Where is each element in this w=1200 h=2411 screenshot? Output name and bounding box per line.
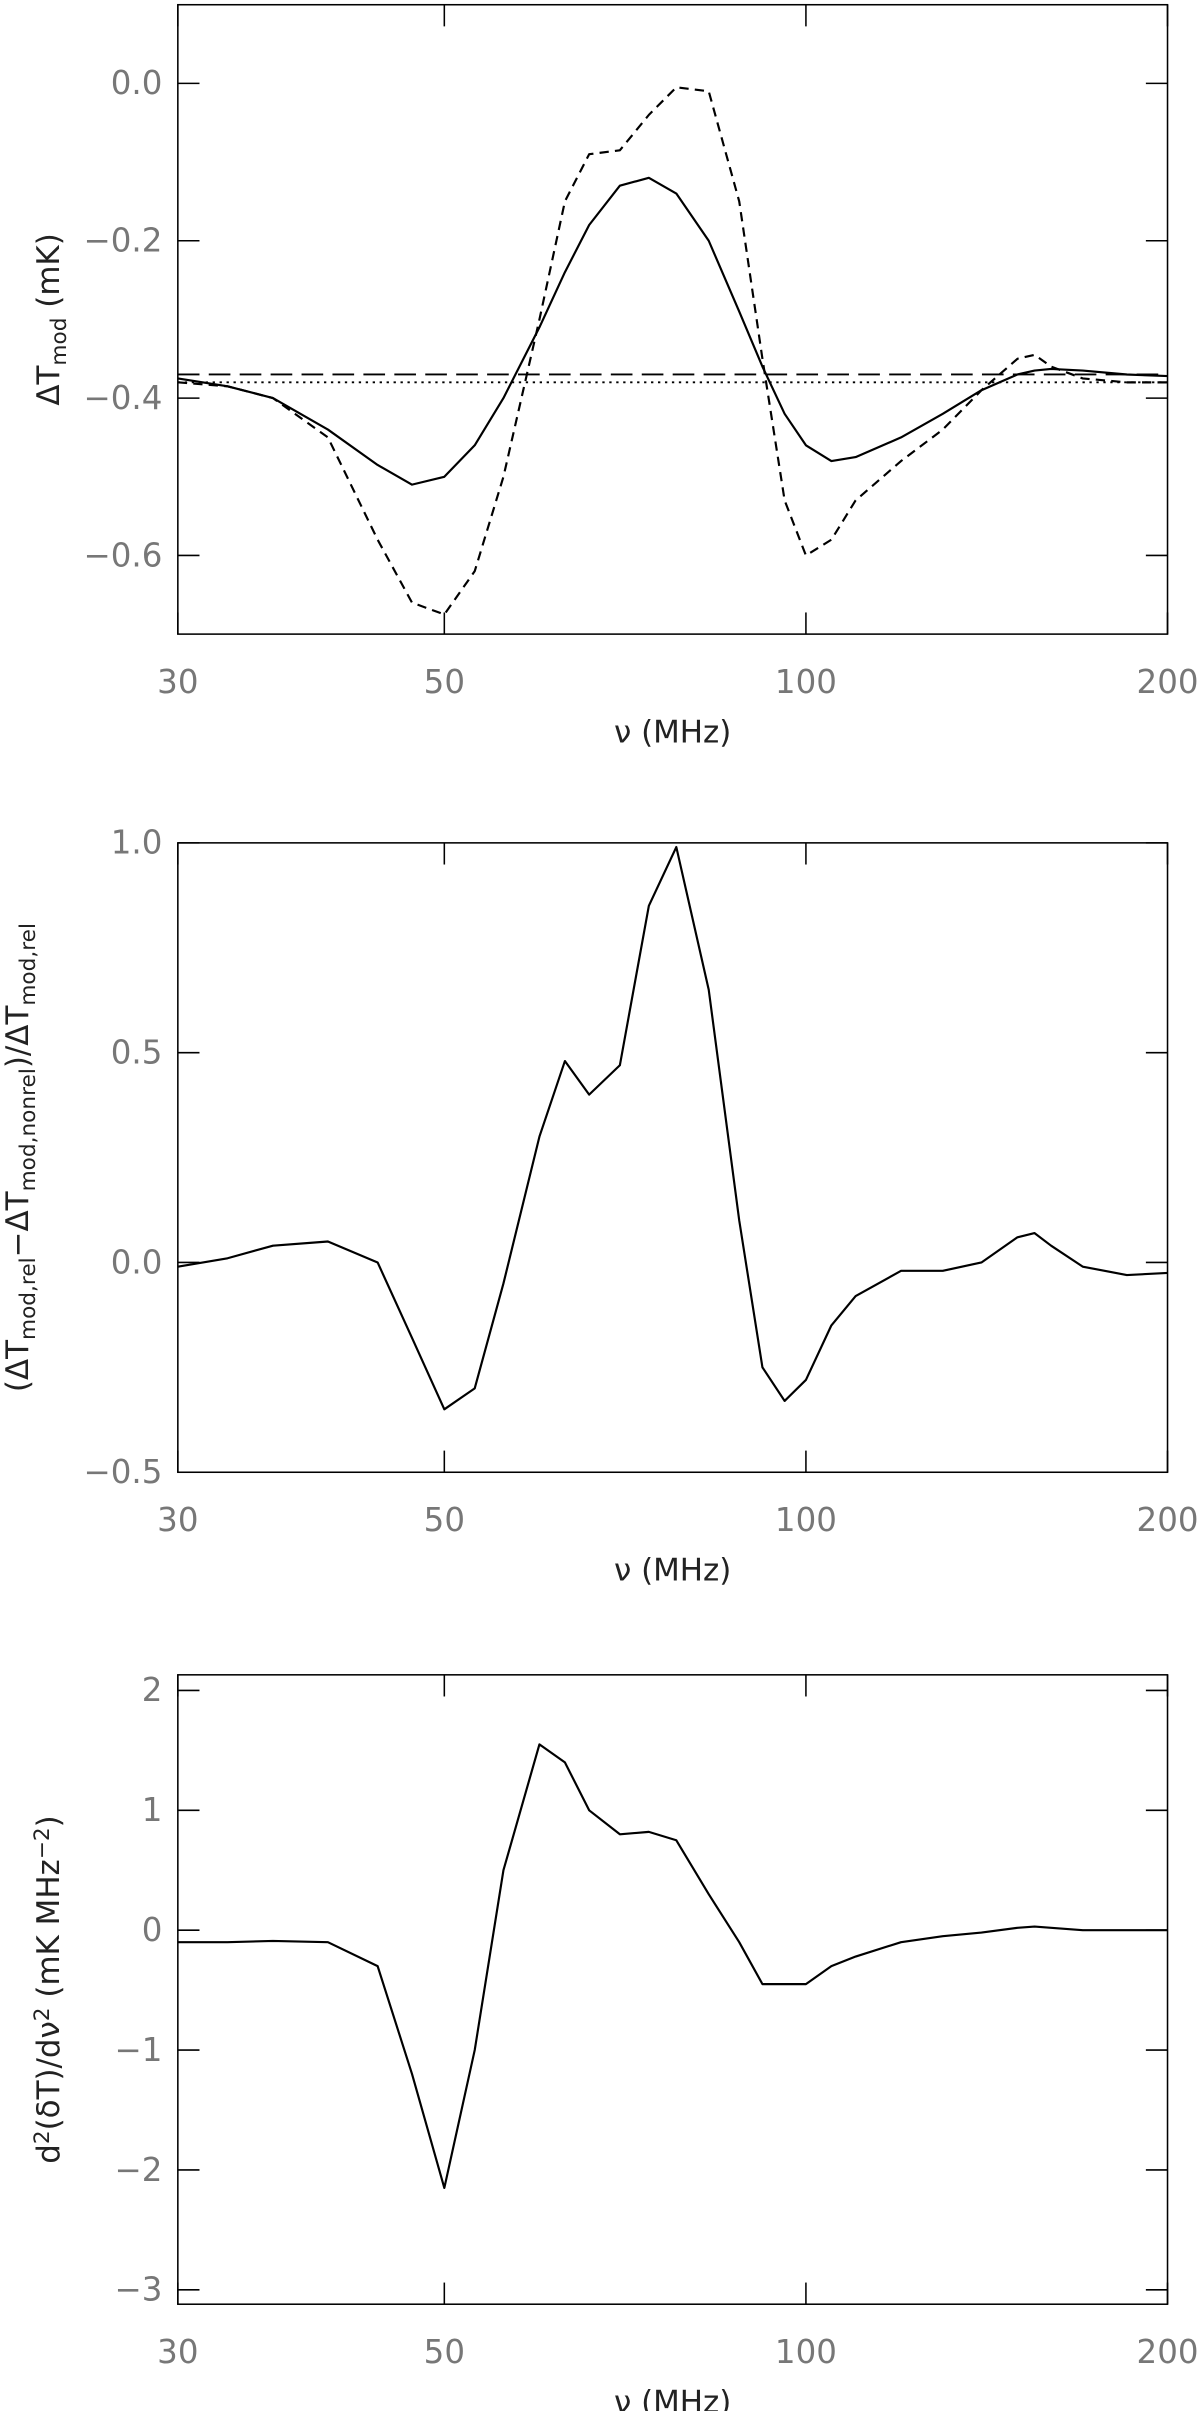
data-line (177, 1743, 1168, 2190)
y-tick-label: 1 (142, 1791, 163, 1829)
y-tick-label: 1.0 (111, 824, 163, 862)
y-label-part: ΔT (31, 365, 67, 405)
y-label-part: 2 (30, 2130, 55, 2144)
x-tick-label: 100 (775, 663, 837, 701)
y-axis-label: d2(δT)/dν2 (mK MHz−2) (30, 1815, 67, 2164)
y-label-part: d (31, 2144, 67, 2164)
y-tick-label: −2 (114, 2151, 162, 2189)
x-axis-label: ν (MHz) (614, 1553, 731, 1589)
x-tick-label: 30 (157, 1501, 198, 1539)
y-tick-label: −0.4 (84, 379, 163, 417)
y-axis-label: ΔTmod (mK) (31, 233, 72, 405)
x-tick-label: 50 (424, 1501, 465, 1539)
x-tick-label: 200 (1137, 1501, 1199, 1539)
x-tick-label: 200 (1137, 663, 1199, 701)
y-label-part: ) (31, 1815, 67, 1827)
plot-frame (177, 1674, 1169, 2305)
y-label-part: )/ΔT (0, 1006, 36, 1069)
y-label-part: mod (46, 318, 71, 366)
y-tick-label: −3 (114, 2271, 162, 2309)
y-label-part: −ΔT (0, 1191, 36, 1257)
y-tick-label: 0.5 (111, 1033, 163, 1071)
x-tick-label: 100 (775, 2333, 837, 2371)
y-tick-label: 0.0 (111, 64, 163, 102)
y-axis-label: (ΔTmod,rel−ΔTmod,nonrel)/ΔTmod,rel (0, 923, 40, 1392)
y-tick-label: 0 (142, 1911, 163, 1949)
y-tick-label: −0.2 (84, 222, 163, 260)
y-tick-label: 0.0 (111, 1243, 163, 1281)
x-tick-label: 50 (424, 663, 465, 701)
y-tick-label: −1 (114, 2031, 162, 2069)
y-label-part: 2 (30, 2007, 55, 2021)
data-line (177, 845, 1168, 1411)
y-tick-label: −0.6 (84, 536, 163, 574)
x-tick-label: 200 (1137, 2333, 1199, 2371)
data-line (177, 176, 1168, 486)
panel: 30 50 100 200 0.0 −0.2 −0.4 −0.6 ν (MHz) ΔTmod (m… (31, 3, 1199, 750)
data-line (177, 86, 1168, 616)
y-tick-label: 2 (142, 1671, 163, 1709)
plot-frame (177, 3, 1169, 635)
y-tick-label: −0.5 (84, 1453, 163, 1491)
y-label-part: (ΔT (0, 1340, 36, 1392)
y-label-part: mod,rel (15, 1257, 40, 1340)
x-tick-label: 30 (157, 663, 198, 701)
x-axis-label: ν (MHz) (614, 714, 731, 750)
x-tick-label: 30 (157, 2333, 198, 2371)
y-label-part: −2 (30, 1827, 55, 1859)
y-label-part: mod,nonrel (15, 1068, 40, 1191)
y-label-part: mod,rel (15, 923, 40, 1006)
plot-frame (177, 842, 1169, 1474)
x-tick-label: 100 (775, 1501, 837, 1539)
y-label-part: (mK) (31, 233, 67, 317)
x-tick-label: 50 (424, 2333, 465, 2371)
y-label-part: (mK MHz (31, 1859, 67, 2007)
y-label-part: (δT)/dν (31, 2021, 67, 2130)
x-axis-label: ν (MHz) (614, 2384, 731, 2411)
